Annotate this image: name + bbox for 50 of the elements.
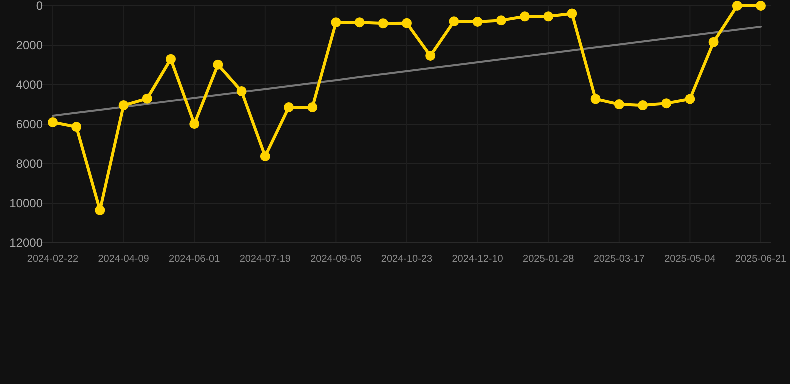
y-tick-label: 12000 (10, 236, 44, 250)
point (48, 118, 58, 128)
x-tick-label: 2024-07-19 (240, 254, 292, 265)
point (472, 16, 483, 27)
y-tick-label: 8000 (16, 157, 44, 172)
point (496, 16, 506, 26)
point (544, 12, 554, 22)
point (590, 94, 601, 104)
x-tick-label: 2024-10-23 (381, 254, 434, 265)
y-tick-label: 10000 (10, 196, 44, 211)
x-tick-label: 2025-01-28 (523, 254, 575, 265)
point (402, 18, 412, 28)
point (756, 1, 766, 11)
point (662, 98, 672, 109)
y-tick-label: 0 (36, 0, 44, 14)
x-tick-label: 2024-06-01 (169, 254, 221, 265)
x-tick-label: 2025-06-21 (735, 254, 788, 265)
point (732, 1, 742, 11)
point (520, 12, 530, 22)
point (260, 151, 270, 162)
point (308, 102, 318, 113)
point (118, 100, 129, 111)
point (166, 54, 176, 64)
y-tick-label: 2000 (16, 38, 44, 53)
point (72, 122, 82, 132)
y-tick-label: 4000 (16, 78, 44, 92)
point (95, 205, 106, 216)
point (567, 8, 578, 19)
point (426, 50, 436, 61)
point (331, 18, 342, 28)
point (378, 18, 388, 29)
point (142, 94, 152, 104)
x-tick-label: 2025-05-04 (664, 254, 716, 265)
point (236, 86, 247, 97)
x-tick-label: 2024-04-09 (98, 254, 150, 265)
point (284, 102, 294, 113)
x-tick-label: 2024-09-05 (310, 254, 362, 265)
x-tick-label: 2024-12-10 (452, 254, 504, 265)
x-tick-label: 2024-02-22 (27, 254, 80, 265)
point (449, 16, 460, 27)
x-tick-label: 2025-03-17 (594, 254, 646, 265)
point (685, 94, 696, 104)
point (190, 119, 200, 130)
point (638, 100, 648, 111)
point (708, 37, 719, 48)
point (354, 18, 365, 28)
point (614, 100, 624, 110)
line-series (52, 26, 762, 118)
point (213, 60, 224, 70)
y-tick-label: 6000 (16, 118, 44, 132)
